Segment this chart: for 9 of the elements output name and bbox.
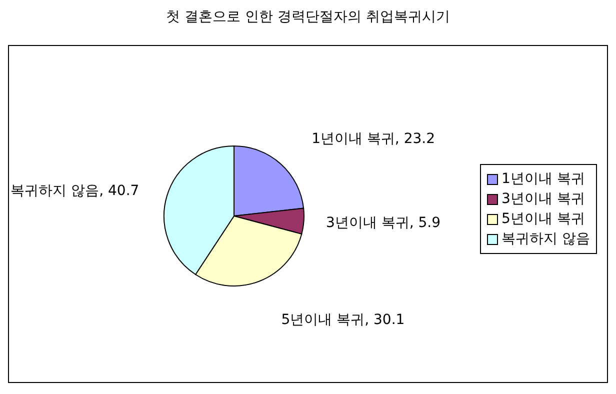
data-label: 3년이내 복귀, 5.9 bbox=[326, 215, 441, 232]
legend-label: 5년이내 복귀 bbox=[502, 210, 585, 229]
legend-label: 1년이내 복귀 bbox=[502, 170, 585, 189]
data-label: 1년이내 복귀, 23.2 bbox=[312, 131, 435, 148]
data-label: 복귀하지 않음, 40.7 bbox=[10, 183, 140, 200]
legend-label: 복귀하지 않음 bbox=[502, 230, 590, 249]
data-label: 5년이내 복귀, 30.1 bbox=[281, 312, 405, 328]
legend-label: 3년이내 복귀 bbox=[502, 190, 585, 209]
chart-title: 첫 결혼으로 인한 경력단절자의 취업복귀시기 bbox=[165, 8, 451, 26]
